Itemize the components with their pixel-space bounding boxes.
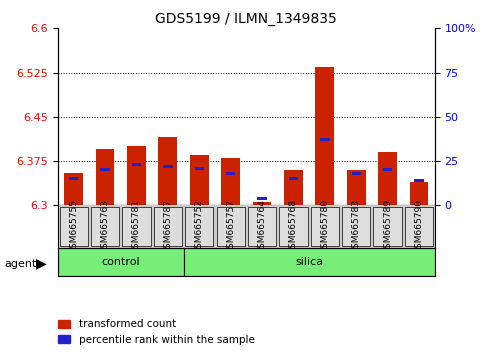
FancyBboxPatch shape [185,207,213,246]
Text: GSM665787: GSM665787 [163,199,172,254]
FancyBboxPatch shape [184,248,435,276]
Bar [64,173,83,205]
Text: GSM665757: GSM665757 [226,199,235,254]
Bar [383,169,392,171]
Text: control: control [101,257,140,267]
Text: GSM665790: GSM665790 [414,199,424,254]
Text: GSM665780: GSM665780 [320,199,329,254]
FancyBboxPatch shape [279,207,308,246]
Title: GDS5199 / ILMN_1349835: GDS5199 / ILMN_1349835 [156,12,337,26]
FancyBboxPatch shape [311,207,339,246]
Bar [315,67,334,205]
Bar [253,202,271,205]
Text: GSM665763: GSM665763 [100,199,110,254]
Text: agent: agent [5,259,37,269]
Bar [158,137,177,205]
Text: GSM665764: GSM665764 [257,199,267,254]
Bar [127,146,146,205]
Text: GSM665768: GSM665768 [289,199,298,254]
FancyBboxPatch shape [216,207,245,246]
Text: GSM665789: GSM665789 [383,199,392,254]
Bar [226,172,235,175]
Bar [352,172,361,175]
Bar [410,182,428,205]
Bar [100,169,110,171]
FancyBboxPatch shape [91,207,119,246]
Text: GSM665752: GSM665752 [195,199,204,254]
Bar [284,170,303,205]
Bar [69,177,78,180]
FancyBboxPatch shape [154,207,182,246]
Text: GSM665755: GSM665755 [69,199,78,254]
FancyBboxPatch shape [122,207,151,246]
FancyBboxPatch shape [59,207,88,246]
Bar [132,163,141,166]
Bar [190,155,209,205]
FancyBboxPatch shape [373,207,402,246]
Bar [378,152,397,205]
Legend: transformed count, percentile rank within the sample: transformed count, percentile rank withi… [54,315,258,349]
FancyBboxPatch shape [405,207,433,246]
Bar [320,138,329,141]
FancyBboxPatch shape [248,207,276,246]
Text: GSM665783: GSM665783 [352,199,361,254]
Bar [221,158,240,205]
FancyBboxPatch shape [342,207,370,246]
Text: ▶: ▶ [36,257,47,271]
Bar [347,170,366,205]
FancyBboxPatch shape [58,248,184,276]
Bar [257,197,267,200]
Bar [96,149,114,205]
Text: GSM665781: GSM665781 [132,199,141,254]
Bar [289,177,298,180]
Text: silica: silica [295,257,323,267]
Bar [195,167,204,170]
Bar [163,165,172,168]
Bar [414,179,424,182]
